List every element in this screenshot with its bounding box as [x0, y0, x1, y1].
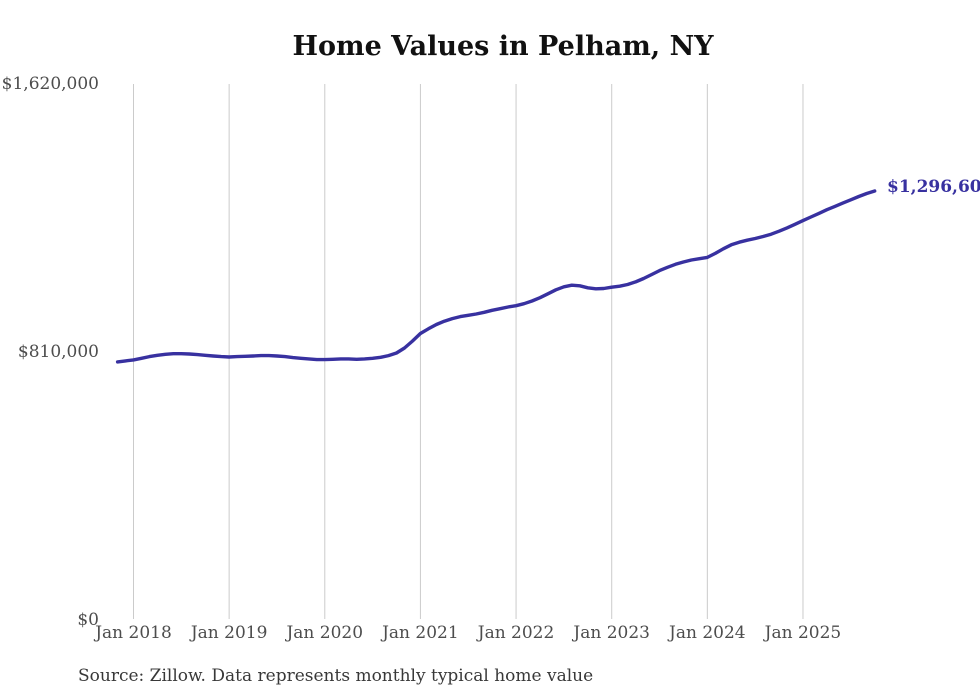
final-value-label: $1,296,609 — [887, 177, 980, 197]
home-value-line — [115, 189, 877, 364]
x-axis-tick-label: Jan 2019 — [190, 623, 268, 643]
y-axis-tick-label: $0 — [77, 610, 99, 630]
x-axis-tick-label: Jan 2025 — [764, 623, 842, 643]
y-axis-tick-label: $1,620,000 — [1, 74, 99, 94]
x-axis-tick-label: Jan 2022 — [477, 623, 555, 643]
x-axis-tick-label: Jan 2020 — [286, 623, 364, 643]
x-axis-tick-label: Jan 2023 — [573, 623, 650, 643]
chart-title: Home Values in Pelham, NY — [292, 31, 714, 62]
y-axis-tick-label: $810,000 — [17, 342, 99, 362]
x-axis-tick-label: Jan 2021 — [382, 623, 459, 643]
x-axis-tick-label: Jan 2024 — [669, 623, 746, 643]
source-note: Source: Zillow. Data represents monthly … — [78, 666, 594, 686]
x-axis-tick-label: Jan 2018 — [95, 623, 172, 643]
